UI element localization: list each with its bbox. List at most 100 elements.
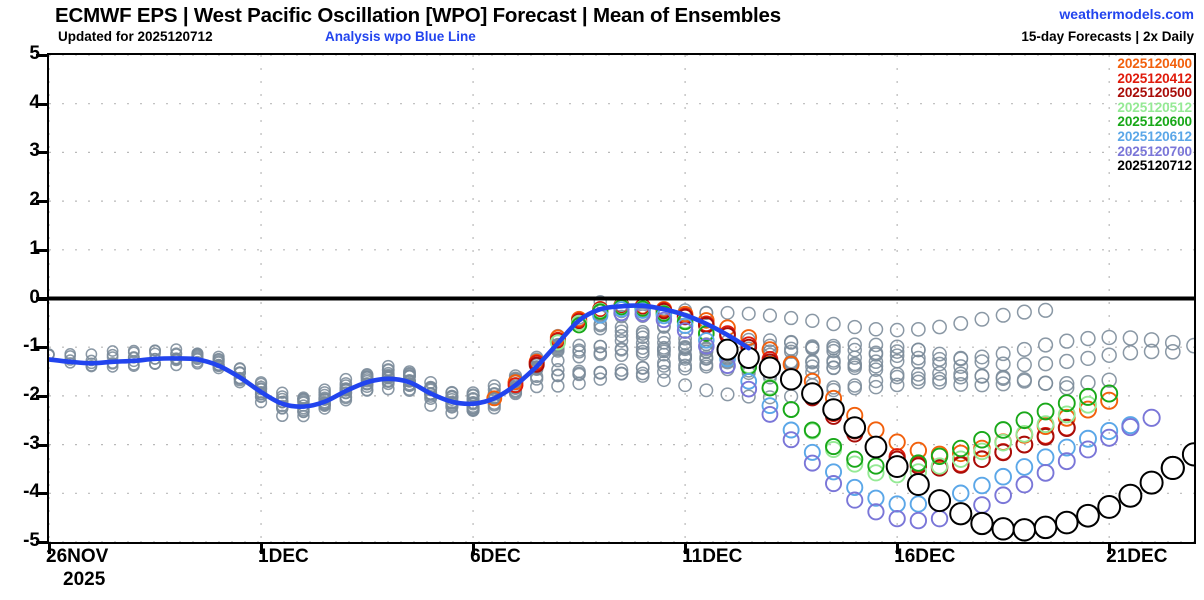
run-marker (1100, 384, 1119, 403)
run-marker (867, 464, 885, 482)
ensemble-marker (149, 344, 161, 357)
legend-item-2025120700[interactable]: 2025120700 (1117, 143, 1192, 159)
ensemble-marker (995, 376, 1011, 392)
legend-item-2025120712[interactable]: 2025120712 (1117, 158, 1192, 174)
x-axis-tick (1108, 543, 1112, 554)
analysis-note: Analysis wpo Blue Line (325, 29, 476, 44)
y-axis-tick (36, 296, 47, 301)
run-marker (846, 491, 864, 509)
run-marker (1054, 510, 1079, 535)
ensemble-marker (551, 353, 565, 368)
ensemble-marker (1080, 330, 1096, 347)
ensemble-marker (1080, 375, 1096, 391)
run-marker (1118, 483, 1143, 508)
ensemble-marker (953, 315, 969, 331)
ensemble-marker (614, 363, 629, 377)
run-marker (1036, 427, 1055, 446)
forecast-run-2025120712 (1160, 442, 1194, 481)
ensemble-marker (657, 373, 671, 388)
site-link[interactable]: weathermodels.com (1059, 6, 1194, 22)
run-marker (716, 338, 739, 361)
ensemble-marker (974, 349, 990, 365)
legend-item-2025120512[interactable]: 2025120512 (1117, 99, 1192, 115)
ensemble-marker (995, 346, 1011, 362)
run-marker (676, 317, 694, 335)
run-marker (549, 334, 566, 351)
analysis-line (534, 303, 752, 369)
ensemble-marker (678, 361, 693, 376)
ensemble-marker (974, 377, 990, 393)
run-marker (698, 337, 715, 355)
ensemble-marker (953, 359, 969, 374)
ensemble-marker (614, 328, 629, 343)
ensemble-marker (910, 374, 926, 390)
forecast-run-2025120600 (571, 299, 1119, 476)
ensemble-marker (678, 342, 693, 357)
ensemble-marker (995, 307, 1011, 323)
run-marker (994, 486, 1012, 505)
ensemble-marker (297, 409, 310, 423)
run-marker (846, 450, 864, 468)
updated-label: Updated for 2025120712 (58, 29, 213, 44)
ensemble-marker (1037, 356, 1054, 372)
y-axis-tick (36, 443, 47, 447)
ensemble-marker (932, 351, 947, 367)
run-marker (1079, 387, 1097, 406)
run-marker (1015, 425, 1034, 443)
y-axis-label: 1 (29, 237, 40, 259)
ensemble-marker (1164, 334, 1181, 351)
run-marker (1033, 515, 1058, 540)
ensemble-marker (593, 372, 608, 386)
run-marker (782, 401, 800, 418)
ensemble-marker (572, 345, 586, 359)
ensemble-marker (868, 362, 884, 377)
ensemble-marker (1016, 357, 1032, 373)
ensemble-marker (953, 351, 969, 367)
ensemble-marker (805, 340, 820, 355)
x-axis-label: 26NOV (46, 546, 109, 567)
run-marker (952, 439, 970, 458)
chart-svg (49, 55, 1194, 542)
ensemble-marker (593, 366, 608, 380)
run-marker (1079, 400, 1097, 419)
x-axis-label: 1DEC (258, 546, 309, 567)
run-marker (1097, 495, 1122, 519)
ensemble-marker (699, 306, 714, 321)
legend-item-2025120500[interactable]: 2025120500 (1117, 85, 1192, 101)
run-marker (803, 454, 821, 472)
ensemble-marker (805, 313, 820, 329)
forecast-run-2025120700 (613, 304, 1161, 530)
run-marker (973, 476, 991, 495)
ensemble-marker (889, 377, 905, 393)
ensemble-marker (826, 382, 841, 398)
ensemble-marker (276, 409, 289, 423)
run-marker (888, 509, 906, 528)
legend-item-2025120600[interactable]: 2025120600 (1117, 114, 1192, 130)
legend-item-2025120612[interactable]: 2025120612 (1117, 128, 1192, 144)
run-marker (613, 301, 630, 318)
run-marker (1036, 448, 1055, 467)
run-marker (507, 377, 524, 394)
x-axis-tick (684, 543, 688, 554)
ensemble-marker (487, 401, 501, 415)
run-marker (1100, 421, 1119, 440)
run-marker (846, 478, 864, 497)
ensemble-marker (49, 348, 55, 361)
ensemble-marker (635, 366, 650, 381)
ensemble-marker (932, 319, 947, 335)
run-marker (973, 430, 991, 449)
ensemble-marker (953, 376, 969, 392)
ensemble-marker (614, 334, 629, 348)
legend-item-2025120400[interactable]: 2025120400 (1117, 56, 1192, 71)
ensemble-marker (1016, 304, 1032, 320)
run-marker (761, 379, 779, 397)
legend-item-2025120412[interactable]: 2025120412 (1117, 70, 1192, 86)
ensemble-marker (1080, 350, 1096, 367)
ensemble-marker (254, 376, 268, 389)
x-axis-year-label: 2025 (63, 569, 106, 590)
ensemble-marker (1101, 329, 1117, 346)
ensemble-marker (932, 346, 947, 362)
run-marker (1057, 419, 1076, 437)
plot-area (47, 53, 1196, 544)
run-marker (486, 390, 503, 407)
